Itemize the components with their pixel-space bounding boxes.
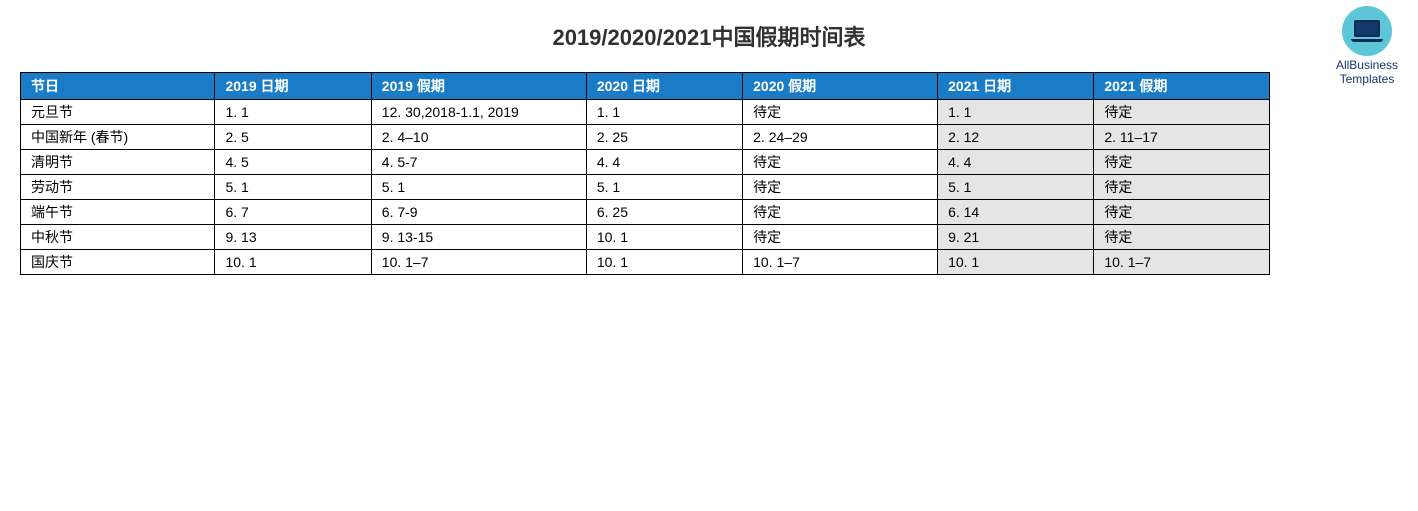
table-cell: 9. 13 [215,225,371,250]
table-cell: 12. 30,2018-1.1, 2019 [371,100,586,125]
table-cell: 2. 12 [938,125,1094,150]
table-row: 元旦节1. 112. 30,2018-1.1, 20191. 1待定1. 1待定 [21,100,1270,125]
table-cell: 5. 1 [586,175,742,200]
table-cell: 10. 1–7 [1094,250,1270,275]
table-cell: 待定 [743,100,938,125]
brand-logo: AllBusiness Templates [1336,6,1398,87]
col-header-holiday: 节日 [21,73,215,100]
table-cell: 4. 4 [938,150,1094,175]
table-cell: 端午节 [21,200,215,225]
logo-icon [1342,6,1392,56]
table-cell: 6. 14 [938,200,1094,225]
table-cell: 5. 1 [215,175,371,200]
table-cell: 2. 11–17 [1094,125,1270,150]
logo-text-line2: Templates [1336,72,1398,86]
table-cell: 劳动节 [21,175,215,200]
table-cell: 2. 5 [215,125,371,150]
table-header-row: 节日 2019 日期 2019 假期 2020 日期 2020 假期 2021 … [21,73,1270,100]
table-cell: 中秋节 [21,225,215,250]
table-cell: 1. 1 [215,100,371,125]
table-cell: 10. 1 [586,225,742,250]
table-cell: 10. 1 [215,250,371,275]
table-cell: 待定 [1094,175,1270,200]
table-cell: 元旦节 [21,100,215,125]
table-cell: 待定 [1094,150,1270,175]
table-row: 中国新年 (春节)2. 52. 4–102. 252. 24–292. 122.… [21,125,1270,150]
table-cell: 10. 1–7 [371,250,586,275]
table-cell: 4. 4 [586,150,742,175]
table-cell: 6. 7 [215,200,371,225]
col-header-2019-holiday: 2019 假期 [371,73,586,100]
table-body: 元旦节1. 112. 30,2018-1.1, 20191. 1待定1. 1待定… [21,100,1270,275]
col-header-2021-date: 2021 日期 [938,73,1094,100]
table-cell: 2. 4–10 [371,125,586,150]
table-row: 劳动节5. 15. 15. 1待定5. 1待定 [21,175,1270,200]
table-cell: 待定 [1094,200,1270,225]
table-cell: 待定 [743,150,938,175]
table-row: 国庆节10. 110. 1–710. 110. 1–710. 110. 1–7 [21,250,1270,275]
table-row: 端午节6. 76. 7-96. 25待定6. 14待定 [21,200,1270,225]
col-header-2019-date: 2019 日期 [215,73,371,100]
table-cell: 待定 [1094,225,1270,250]
col-header-2021-holiday: 2021 假期 [1094,73,1270,100]
table-cell: 4. 5-7 [371,150,586,175]
table-cell: 6. 25 [586,200,742,225]
holiday-table: 节日 2019 日期 2019 假期 2020 日期 2020 假期 2021 … [20,72,1270,275]
table-cell: 待定 [743,225,938,250]
table-cell: 1. 1 [586,100,742,125]
table-cell: 国庆节 [21,250,215,275]
table-cell: 5. 1 [371,175,586,200]
table-cell: 5. 1 [938,175,1094,200]
table-cell: 10. 1–7 [743,250,938,275]
table-row: 中秋节9. 139. 13-1510. 1待定9. 21待定 [21,225,1270,250]
table-cell: 4. 5 [215,150,371,175]
table-cell: 待定 [743,175,938,200]
table-cell: 清明节 [21,150,215,175]
table-cell: 6. 7-9 [371,200,586,225]
table-cell: 10. 1 [586,250,742,275]
table-row: 清明节4. 54. 5-74. 4待定4. 4待定 [21,150,1270,175]
table-cell: 2. 24–29 [743,125,938,150]
table-cell: 2. 25 [586,125,742,150]
col-header-2020-date: 2020 日期 [586,73,742,100]
page-title: 2019/2020/2021中国假期时间表 [20,20,1398,52]
table-cell: 10. 1 [938,250,1094,275]
table-cell: 9. 21 [938,225,1094,250]
table-cell: 中国新年 (春节) [21,125,215,150]
logo-text-line1: AllBusiness [1336,58,1398,72]
col-header-2020-holiday: 2020 假期 [743,73,938,100]
table-cell: 待定 [743,200,938,225]
table-cell: 1. 1 [938,100,1094,125]
table-cell: 9. 13-15 [371,225,586,250]
table-cell: 待定 [1094,100,1270,125]
